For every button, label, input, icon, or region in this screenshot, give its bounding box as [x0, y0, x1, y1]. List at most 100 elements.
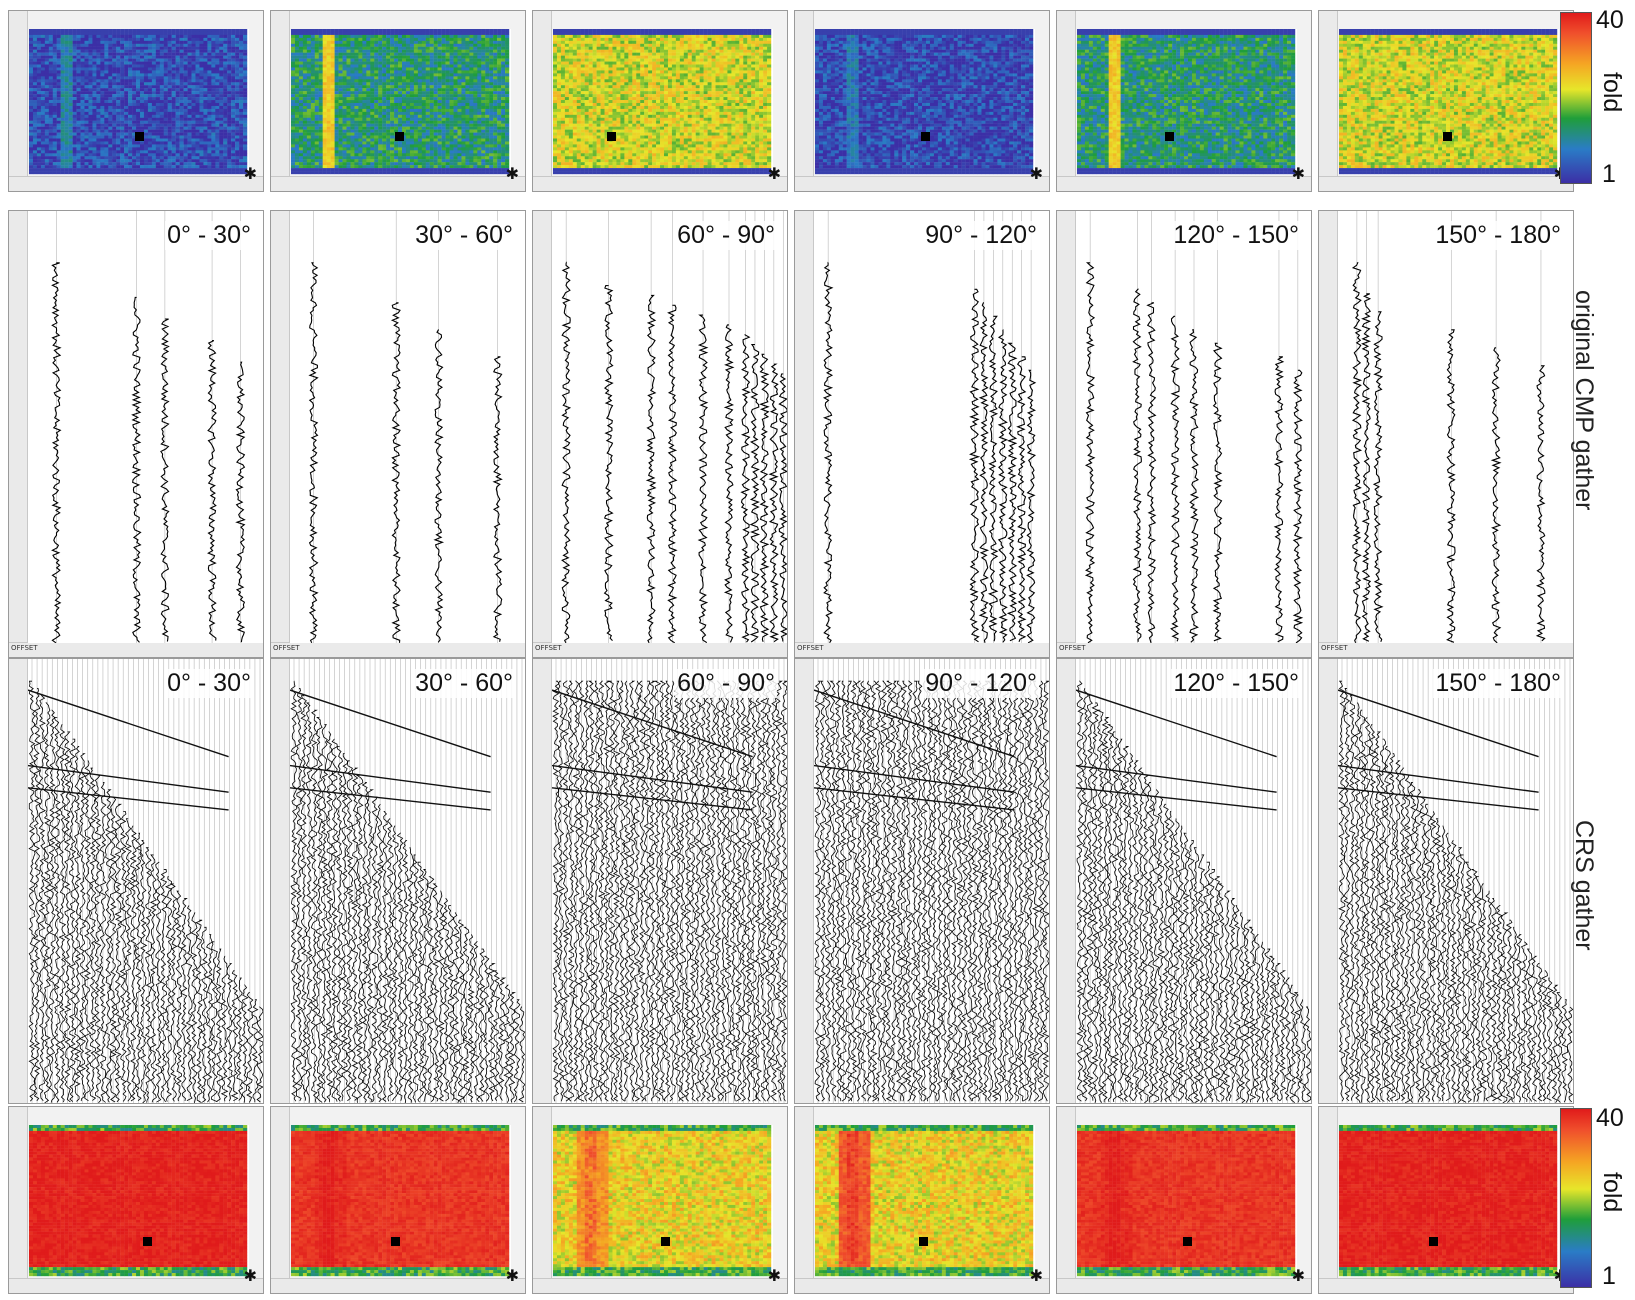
seismic-trace — [976, 680, 984, 1102]
seismic-trace — [1167, 811, 1175, 1102]
seismic-trace — [437, 890, 445, 1102]
seismic-trace — [552, 680, 560, 1102]
seismic-trace — [230, 970, 239, 1102]
crs-gather-1: 0° - 30° — [8, 658, 264, 1104]
seismic-trace — [673, 680, 682, 1102]
offset-axis-strip: OFFSET — [795, 642, 1049, 657]
seismic-trace — [1404, 774, 1412, 1103]
seismic-trace — [829, 680, 837, 1102]
cmp-gather-1: OFFSET 0° - 30° — [8, 210, 264, 658]
seismic-trace — [658, 680, 667, 1102]
seismic-trace — [946, 680, 954, 1102]
seismic-trace — [1546, 977, 1554, 1101]
seismic-trace — [492, 970, 501, 1101]
seismic-traces — [1076, 211, 1311, 643]
seismic-trace — [1202, 861, 1211, 1103]
seismic-trace — [759, 680, 768, 1102]
seismic-trace — [925, 680, 934, 1102]
seismic-trace — [1399, 767, 1407, 1101]
seismic-trace — [1006, 342, 1018, 642]
seismic-trace — [366, 789, 374, 1103]
fold-heatmap — [553, 1125, 772, 1277]
seismic-trace — [1535, 365, 1546, 642]
seismic-trace — [1106, 724, 1115, 1103]
seismic-trace — [78, 753, 87, 1102]
seismic-trace — [1424, 803, 1432, 1102]
seismic-trace — [1258, 941, 1267, 1102]
seismic-trace — [814, 680, 822, 1102]
seismic-trace — [58, 724, 67, 1103]
seismic-trace — [1223, 890, 1231, 1102]
seismic-trace — [1212, 342, 1223, 642]
seismic-trace — [235, 361, 246, 643]
reflection-event — [552, 787, 753, 811]
seismic-trace — [996, 680, 1005, 1102]
seismic-trace — [1536, 963, 1544, 1102]
seismic-trace — [1490, 347, 1502, 643]
seismic-trace — [452, 912, 460, 1103]
seismic-traces — [552, 659, 787, 1103]
seismic-trace — [48, 709, 57, 1103]
x-axis-strip — [533, 176, 787, 191]
seismic-trace — [592, 680, 601, 1102]
seismic-trace — [694, 680, 702, 1102]
seismic-trace — [987, 315, 999, 642]
seismic-trace — [951, 680, 959, 1102]
seismic-trace — [864, 680, 873, 1102]
fold-map-plot — [815, 1125, 1035, 1277]
offset-axis-strip: OFFSET — [271, 642, 525, 657]
seismic-trace — [966, 680, 974, 1102]
reflection-event — [814, 787, 1015, 811]
seismic-trace — [1126, 753, 1135, 1102]
cmp-gather-5: OFFSET 120° - 150° — [1056, 210, 1312, 658]
seismic-trace — [1233, 905, 1241, 1101]
x-axis-strip — [1319, 176, 1573, 191]
seismic-trace — [915, 680, 924, 1102]
seismic-trace — [1006, 680, 1015, 1102]
seismic-traces — [552, 211, 787, 643]
seismic-trace — [824, 680, 832, 1102]
y-axis-strip — [533, 1107, 552, 1293]
x-axis-strip — [271, 1278, 525, 1293]
seismic-trace — [1042, 680, 1049, 1102]
seismic-trace — [185, 905, 193, 1101]
seismic-trace — [663, 680, 672, 1102]
star-icon: ✱ — [1292, 167, 1305, 183]
y-axis-strip — [1057, 11, 1076, 191]
seismic-trace — [1449, 840, 1458, 1103]
seismic-trace — [699, 680, 707, 1102]
fold-heatmap — [1077, 29, 1296, 175]
fold-heatmap — [1077, 1125, 1296, 1277]
offset-axis-label: OFFSET — [11, 644, 38, 652]
x-axis-strip — [533, 1278, 787, 1293]
star-icon: ✱ — [506, 1269, 519, 1285]
crs-fold-map-2: ✱ — [270, 1106, 526, 1294]
reflection-event — [290, 787, 491, 811]
seismic-trace — [1086, 695, 1094, 1101]
crs-fold-map-4: ✱ — [794, 1106, 1050, 1294]
seismic-trace — [1016, 680, 1025, 1102]
seismic-trace — [457, 919, 466, 1103]
star-icon: ✱ — [768, 1269, 781, 1285]
time-axis-strip — [533, 211, 552, 657]
seismic-trace — [411, 854, 420, 1103]
seismic-trace — [432, 883, 440, 1102]
fold-heatmap — [1339, 29, 1558, 175]
azimuth-bin-label: 90° - 120° — [923, 221, 1039, 250]
reflection-event — [28, 787, 229, 811]
seismic-trace — [638, 680, 646, 1102]
y-axis-strip — [271, 11, 290, 191]
seismic-trace — [1217, 883, 1226, 1102]
seismic-trace — [1273, 963, 1281, 1102]
crs-fold-map-5: ✱ — [1056, 1106, 1312, 1294]
seismic-trace — [885, 680, 893, 1102]
cmp-location-marker — [1443, 132, 1452, 141]
reflection-event — [1338, 689, 1539, 758]
reflection-event — [1076, 787, 1277, 811]
seismic-trace — [1475, 876, 1483, 1102]
time-axis-strip — [9, 659, 28, 1103]
seismic-trace — [290, 680, 298, 1102]
y-axis-strip — [795, 1107, 814, 1293]
fold-map-plot — [291, 29, 511, 175]
y-axis-strip — [1319, 1107, 1338, 1293]
